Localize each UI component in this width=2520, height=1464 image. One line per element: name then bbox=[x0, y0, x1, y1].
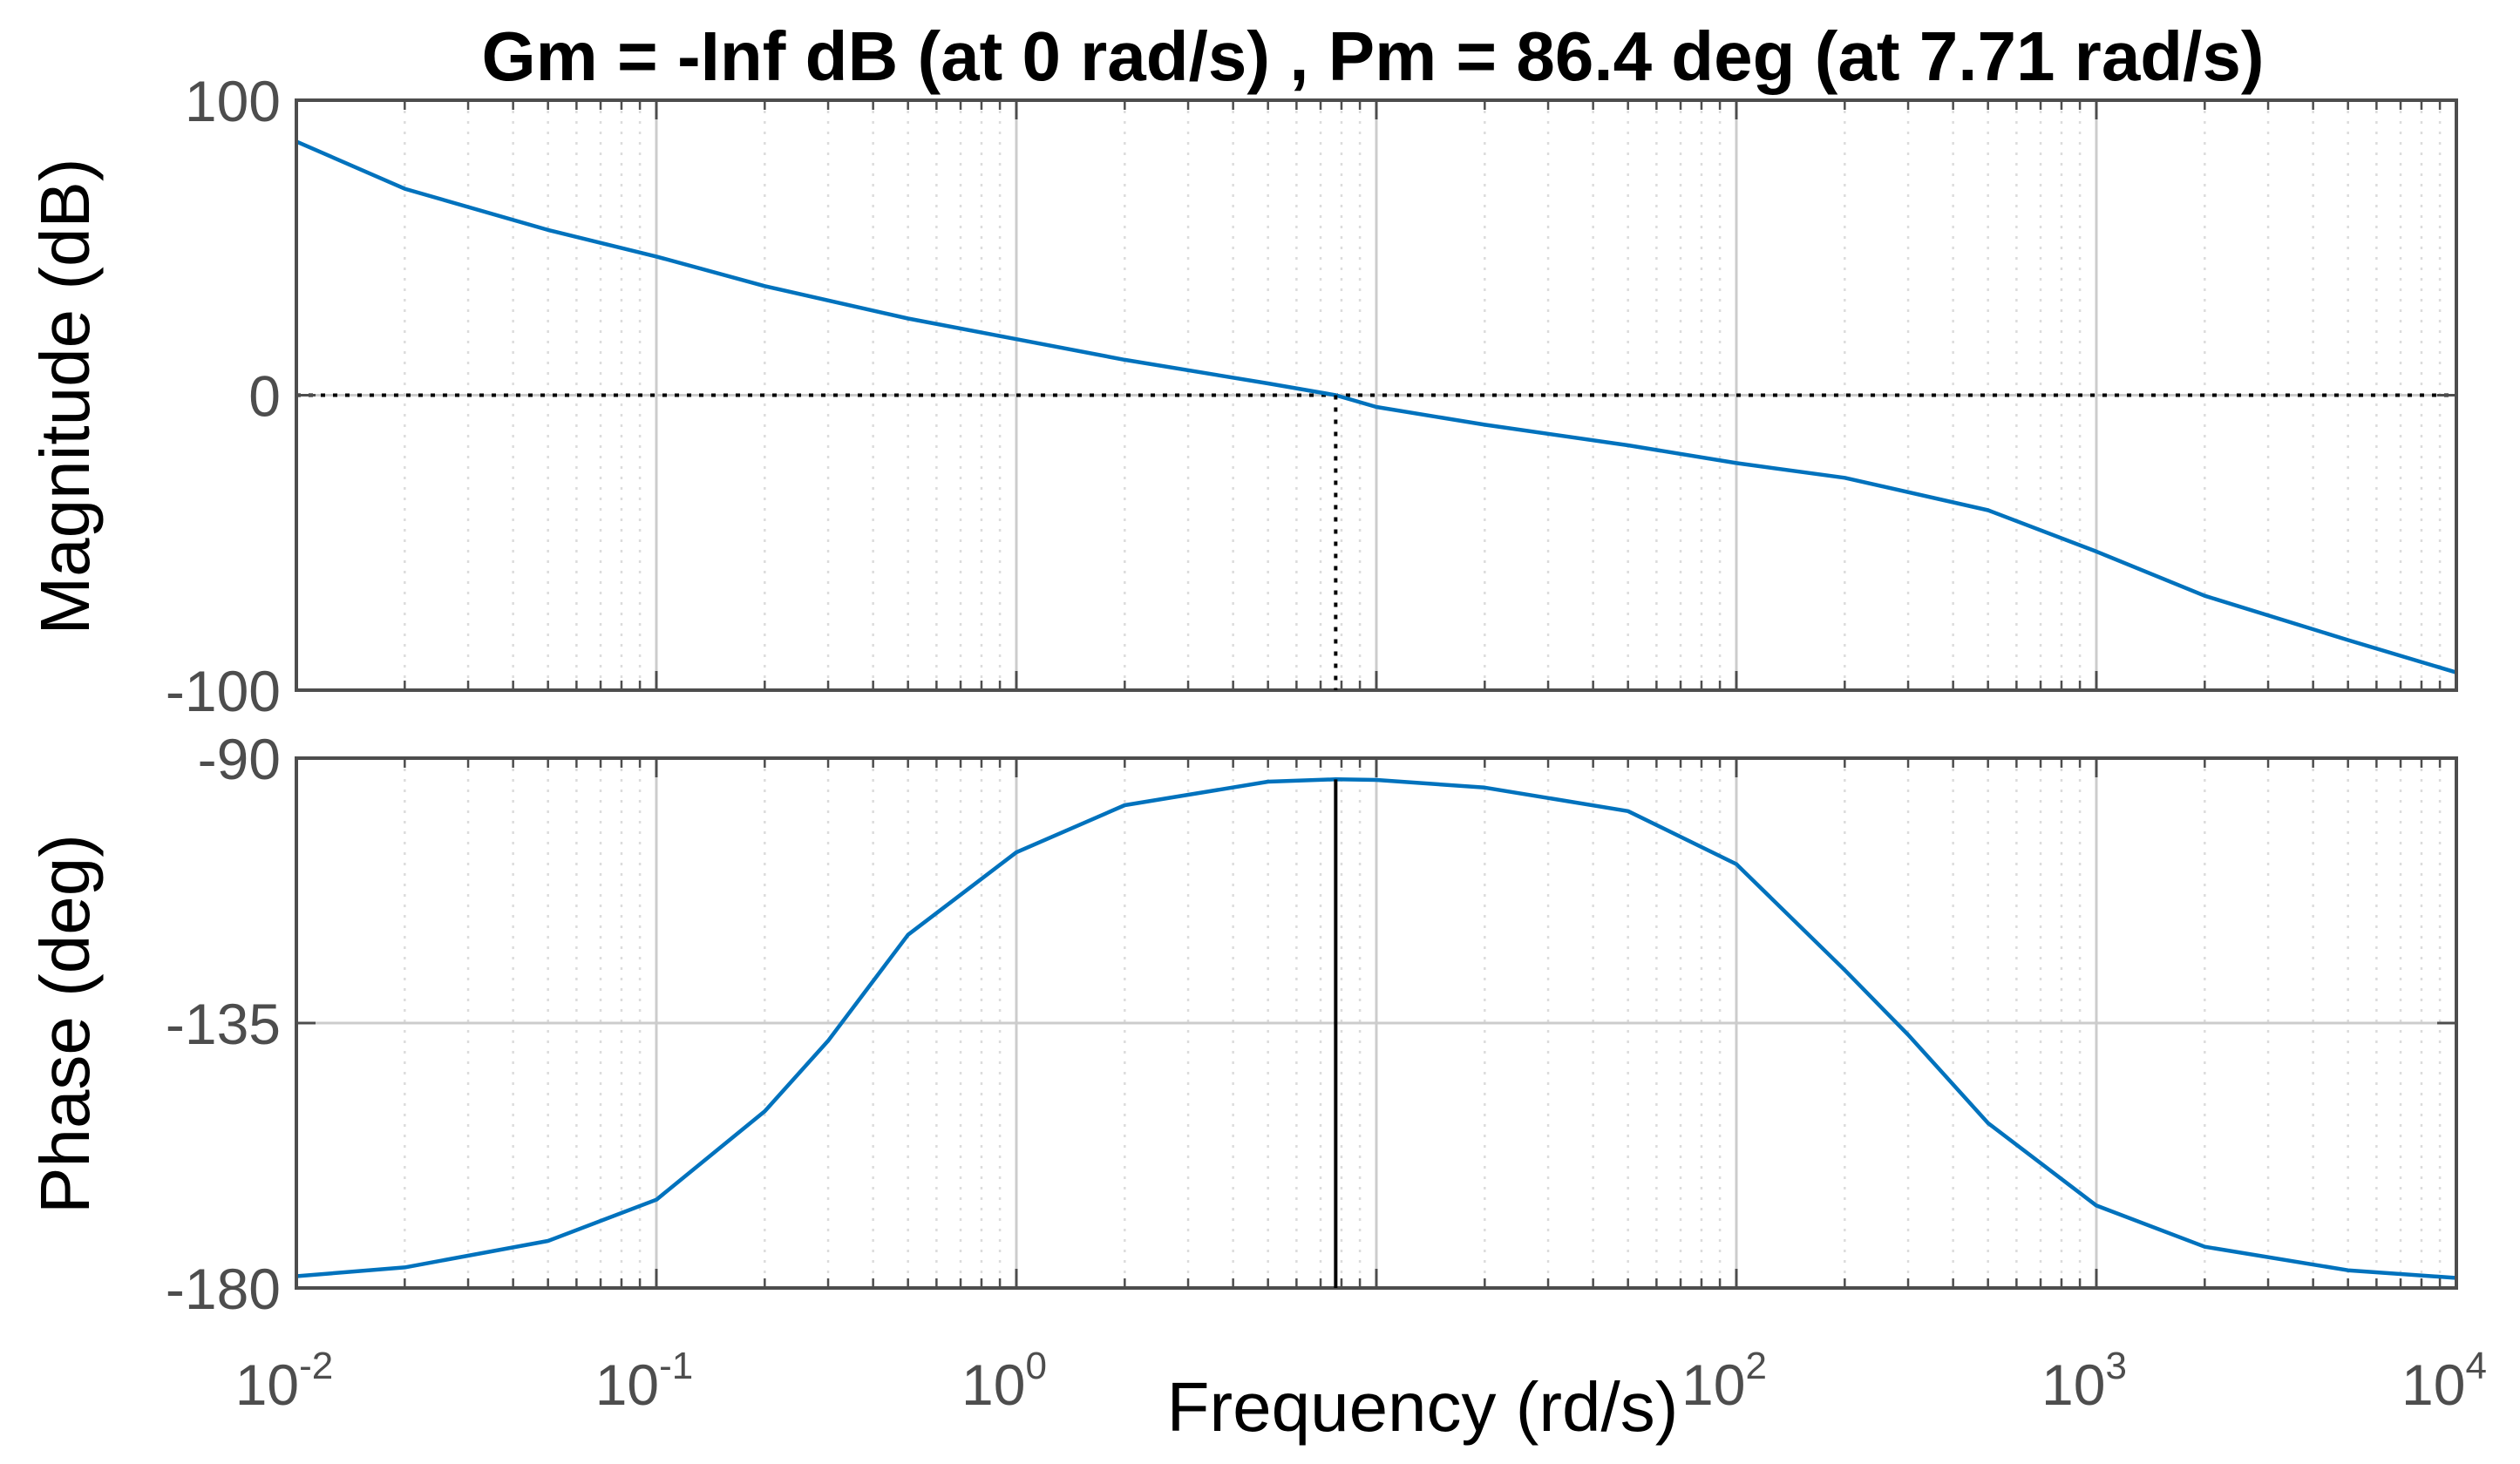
data-series-line bbox=[295, 139, 2457, 674]
y-tick-label: 100 bbox=[185, 69, 281, 133]
y-tick-label: -100 bbox=[166, 659, 281, 723]
chart-title: Gm = -Inf dB (at 0 rad/s) , Pm = 86.4 de… bbox=[481, 17, 2264, 95]
phase-y-axis-label: Phase (deg) bbox=[26, 834, 104, 1214]
magnitude-subplot: 100 0 -100 bbox=[166, 69, 2458, 723]
y-tick-label: -180 bbox=[166, 1257, 281, 1321]
phase-subplot: -90 -135 -180 10-2 10-1 100 102 103 104 bbox=[166, 727, 2487, 1417]
axes-frame bbox=[295, 756, 2458, 1290]
x-tick-label: 10-2 bbox=[235, 1345, 334, 1417]
y-tick-label: 0 bbox=[248, 364, 281, 429]
axes-frame bbox=[295, 98, 2458, 692]
x-tick-label: 103 bbox=[2041, 1345, 2127, 1417]
x-tick-label: 102 bbox=[1681, 1345, 1767, 1417]
y-tick-label: -135 bbox=[166, 992, 281, 1056]
y-tick-label: -90 bbox=[198, 727, 281, 791]
x-axis-label: Frequency (rd/s) bbox=[1167, 1368, 1679, 1446]
x-tick-label: 10-1 bbox=[595, 1345, 694, 1417]
x-tick-label: 100 bbox=[961, 1345, 1047, 1417]
data-series-line bbox=[295, 777, 2457, 1280]
magnitude-y-axis-label: Magnitude (dB) bbox=[26, 159, 104, 635]
x-tick-label: 104 bbox=[2401, 1345, 2487, 1417]
